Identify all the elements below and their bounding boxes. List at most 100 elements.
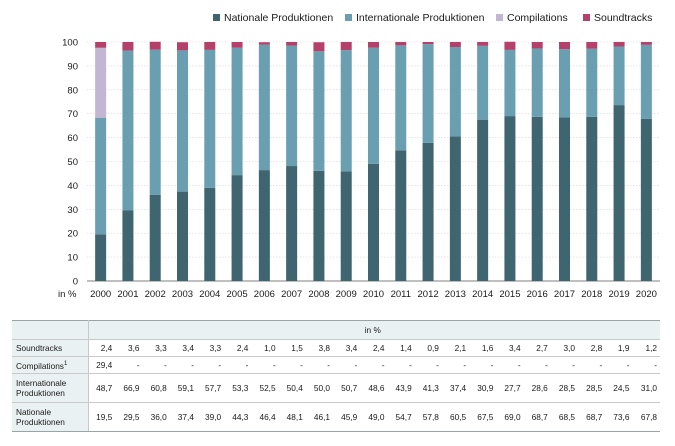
stacked-bar-chart: Nationale Produktionen Internationale Pro…: [58, 12, 660, 300]
x-tick-label: 2009: [336, 289, 357, 300]
legend-label-internationale-produktionen: Internationale Produktionen: [356, 12, 485, 24]
table-cell: 3,8: [305, 339, 334, 357]
table-cell: -: [496, 356, 524, 374]
table-unit-header: in %: [88, 320, 660, 340]
x-tick-label: 2001: [117, 289, 138, 300]
table-cell: 24,5: [605, 373, 633, 403]
table-cell: -: [142, 356, 170, 374]
bar-segment-soundtracks: [122, 42, 134, 51]
bar-segment-nationale-produktionen: [95, 234, 107, 281]
table-cell: 67,8: [632, 402, 660, 432]
bar-segment-internationale-produktionen: [531, 48, 543, 117]
table-cell: 28,5: [550, 373, 579, 403]
bar-stack-2010: [368, 42, 379, 281]
bar-stack-2017: [559, 42, 570, 281]
table-cell: 48,1: [278, 402, 306, 432]
x-tick-label: 2018: [581, 289, 602, 300]
table-cell: -: [360, 356, 388, 374]
bar-segment-nationale-produktionen: [122, 210, 134, 281]
bar-stack-2019: [613, 42, 625, 281]
table-cell: -: [550, 356, 579, 374]
table-cell: 3,6: [115, 339, 143, 357]
table-cell: 60,8: [142, 373, 170, 403]
legend-swatch-compilations: [496, 14, 503, 21]
y-tick-label: 0: [73, 277, 78, 288]
table-cell: 73,6: [605, 402, 633, 432]
bar-segment-soundtracks: [95, 42, 107, 48]
table-cell: 2,8: [578, 339, 606, 357]
table-cell: 59,1: [169, 373, 197, 403]
table-cell: 43,9: [387, 373, 415, 403]
table-cell: 29,4: [88, 356, 116, 374]
bar-segment-nationale-produktionen: [258, 170, 270, 281]
y-axis-label: in %: [58, 289, 77, 300]
bar-stack-2020: [640, 42, 652, 281]
bar-stack-2000: [95, 42, 107, 281]
table-cell: 52,5: [251, 373, 279, 403]
bar-segment-soundtracks: [177, 42, 188, 51]
table-cell: 27,7: [496, 373, 524, 403]
table-cell: 48,6: [360, 373, 388, 403]
row-label-text: Compilations: [16, 360, 64, 371]
bar-segment-soundtracks: [149, 41, 161, 50]
x-tick-label: 2017: [554, 289, 575, 300]
table-cell: 46,4: [251, 402, 279, 432]
row-label: Soundtracks: [12, 339, 89, 357]
bar-segment-internationale-produktionen: [204, 49, 216, 188]
table-cell: 66,9: [115, 373, 143, 403]
bar-segment-soundtracks: [368, 42, 379, 48]
y-tick-label: 90: [67, 61, 78, 72]
table-header-row: in %: [12, 320, 660, 340]
legend-label-nationale-produktionen: Nationale Produktionen: [224, 12, 333, 24]
table-cell: -: [632, 356, 660, 374]
legend-label-soundtracks: Soundtracks: [594, 12, 652, 24]
x-tick-label: 2002: [145, 289, 166, 300]
table-cell: 67,5: [469, 402, 497, 432]
bar-segment-soundtracks: [231, 42, 243, 48]
x-tick-label: 2000: [90, 289, 111, 300]
row-label-line: Produktionen: [16, 388, 65, 398]
table-cell: -: [115, 356, 143, 374]
bar-segment-soundtracks: [258, 42, 270, 45]
bar-segment-internationale-produktionen: [122, 50, 134, 211]
table-cell: 37,4: [169, 402, 197, 432]
bar-segment-soundtracks: [559, 42, 570, 50]
table-cell: 50,4: [278, 373, 306, 403]
table-cell: 49,0: [360, 402, 388, 432]
bar-segment-internationale-produktionen: [422, 44, 434, 143]
bar-segment-internationale-produktionen: [231, 47, 243, 176]
x-tick-label: 2014: [472, 289, 493, 300]
table-cell: 3,0: [550, 339, 579, 357]
table-cell: -: [333, 356, 361, 374]
bar-segment-soundtracks: [340, 42, 352, 51]
bar-segment-nationale-produktionen: [640, 118, 652, 281]
bar-segment-internationale-produktionen: [559, 49, 570, 118]
bar-segment-internationale-produktionen: [395, 45, 407, 151]
bar-segment-nationale-produktionen: [313, 170, 325, 281]
row-label-line: Produktionen: [16, 417, 65, 427]
bar-stack-2018: [586, 42, 598, 281]
legend-swatch-nationale-produktionen: [213, 14, 220, 21]
bar-segment-internationale-produktionen: [368, 47, 379, 164]
table-cell: 48,7: [88, 373, 116, 403]
bar-segment-internationale-produktionen: [640, 44, 652, 119]
table-cell: 68,5: [550, 402, 579, 432]
bar-segment-compilations: [95, 47, 107, 119]
x-tick-label: 2016: [527, 289, 548, 300]
table-row-compilations: Compilations1 29,4- - - - - - - - - - - - - - - - - - - -: [12, 356, 660, 374]
bar-segment-nationale-produktionen: [586, 116, 598, 281]
table-cell: -: [523, 356, 551, 374]
y-tick-label: 80: [67, 85, 78, 96]
table-cell: -: [578, 356, 606, 374]
table-cell: 2,4: [88, 339, 116, 357]
bar-segment-soundtracks: [204, 42, 216, 50]
table-cell: 1,4: [387, 339, 415, 357]
data-table: in % Soundtracks 2,4 3,6 3,3 3,4 3,3 2,4 1,0 1,…: [12, 320, 660, 432]
bar-stack-2004: [204, 42, 216, 281]
table-cell: 68,7: [578, 402, 606, 432]
table-cell: 28,5: [578, 373, 606, 403]
table-cell: 45,9: [333, 402, 361, 432]
table-cell: 46,1: [305, 402, 334, 432]
table-cell: -: [224, 356, 252, 374]
x-tick-label: 2011: [391, 289, 411, 300]
